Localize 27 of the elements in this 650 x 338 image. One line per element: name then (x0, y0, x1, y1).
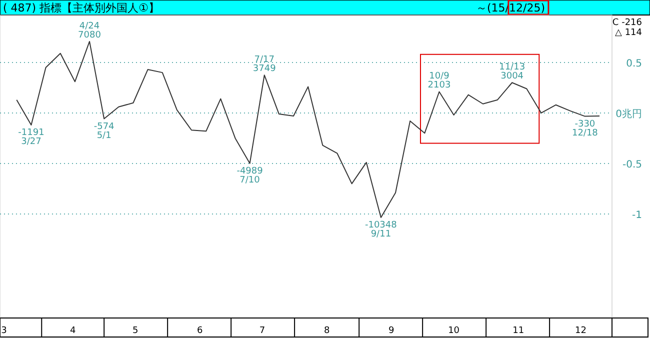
text: △ 114 (615, 28, 642, 38)
annotation: -1191 3/27 (18, 128, 44, 147)
annotation: -574 5/1 (94, 122, 115, 141)
chart-title: ( 487) 指標【主体別外国人①】 (3, 2, 160, 14)
x-tick-label: 7 (259, 326, 266, 336)
line-series (16, 40, 600, 218)
x-tick-label: 3 (1, 326, 7, 336)
text: C -216 (612, 18, 642, 28)
x-tick-label: 5 (132, 326, 138, 336)
y-tick-label: 0兆円 (616, 108, 642, 120)
annotation: 10/9 2103 (428, 72, 451, 91)
y-tick-label: -0.5 (622, 159, 642, 170)
y-tick-label: -1 (632, 210, 642, 221)
x-tick-label: 12 (575, 326, 586, 336)
x-tick-label: 9 (388, 326, 394, 336)
x-tick-label: 8 (324, 326, 330, 336)
x-tick-label: 4 (70, 326, 76, 336)
x-tick-label: 6 (196, 326, 203, 336)
annotation: -330 12/18 (572, 119, 598, 138)
annotation: 4/24 7080 (78, 21, 102, 40)
annotation: -10348 9/11 (364, 220, 398, 240)
annotation: 11/13 3004 (499, 62, 526, 82)
x-tick-label: 11 (512, 326, 524, 336)
annotation: 7/17 3749 (252, 55, 276, 74)
annotation: -4989 7/10 (236, 166, 264, 186)
x-tick-label: 10 (448, 326, 460, 336)
y-tick-label: 0.5 (626, 58, 642, 70)
